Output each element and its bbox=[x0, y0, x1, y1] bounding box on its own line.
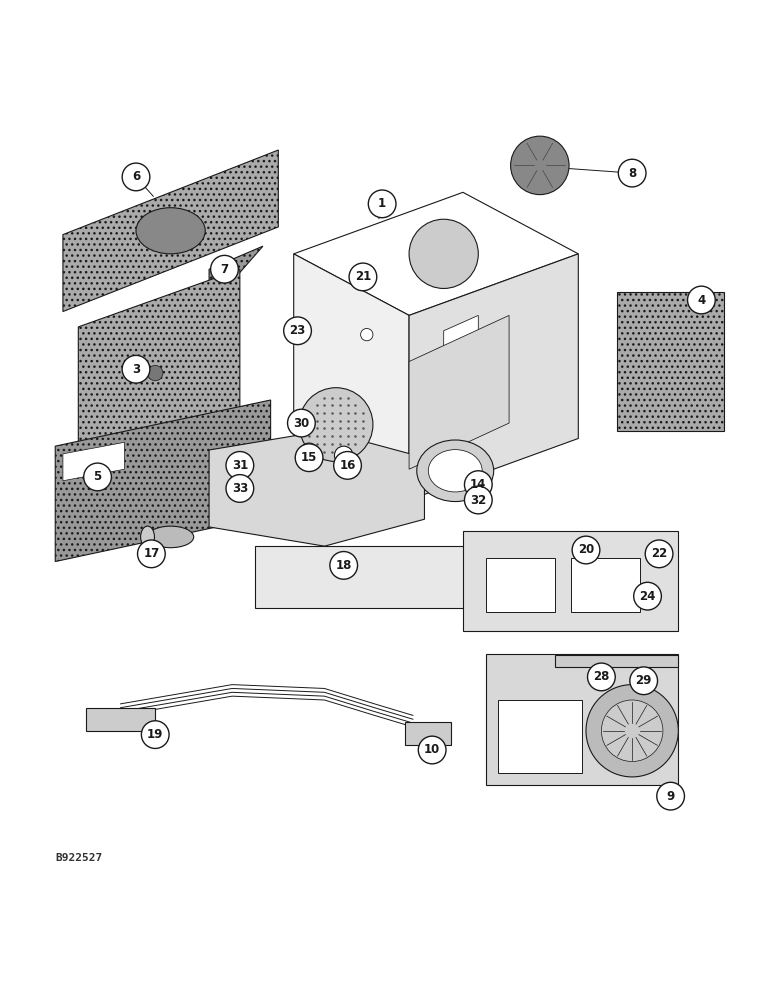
Polygon shape bbox=[209, 431, 425, 546]
Circle shape bbox=[147, 365, 163, 381]
Circle shape bbox=[226, 452, 254, 479]
Bar bbox=[486, 654, 679, 785]
Polygon shape bbox=[293, 192, 578, 315]
Polygon shape bbox=[409, 315, 509, 469]
Text: 7: 7 bbox=[220, 263, 229, 276]
Text: 6: 6 bbox=[132, 170, 141, 183]
Circle shape bbox=[334, 452, 361, 479]
Circle shape bbox=[634, 582, 662, 610]
Text: 33: 33 bbox=[232, 482, 248, 495]
Circle shape bbox=[586, 685, 679, 777]
Text: 20: 20 bbox=[578, 543, 594, 556]
Polygon shape bbox=[444, 315, 479, 385]
Circle shape bbox=[645, 540, 673, 568]
Text: 29: 29 bbox=[635, 674, 652, 687]
Circle shape bbox=[601, 700, 663, 762]
Text: 23: 23 bbox=[290, 324, 306, 337]
Text: 3: 3 bbox=[132, 363, 140, 376]
Text: 22: 22 bbox=[651, 547, 667, 560]
Polygon shape bbox=[409, 254, 578, 500]
Polygon shape bbox=[63, 442, 124, 481]
Circle shape bbox=[226, 475, 254, 502]
Text: 8: 8 bbox=[628, 167, 636, 180]
Circle shape bbox=[618, 159, 646, 187]
Circle shape bbox=[349, 263, 377, 291]
Circle shape bbox=[300, 443, 318, 462]
Circle shape bbox=[287, 409, 315, 437]
Circle shape bbox=[283, 317, 311, 345]
Circle shape bbox=[83, 463, 111, 491]
Text: 31: 31 bbox=[232, 459, 248, 472]
Bar bbox=[86, 708, 155, 731]
Ellipse shape bbox=[136, 208, 205, 254]
Text: 24: 24 bbox=[639, 590, 655, 603]
Text: 14: 14 bbox=[470, 478, 486, 491]
Text: 17: 17 bbox=[144, 547, 160, 560]
Circle shape bbox=[418, 736, 446, 764]
Circle shape bbox=[630, 667, 658, 695]
Polygon shape bbox=[463, 531, 679, 631]
Circle shape bbox=[299, 388, 373, 462]
Bar bbox=[486, 558, 555, 612]
Polygon shape bbox=[209, 246, 263, 308]
Polygon shape bbox=[256, 546, 555, 608]
Circle shape bbox=[465, 486, 493, 514]
Text: B922527: B922527 bbox=[56, 853, 103, 863]
Polygon shape bbox=[63, 150, 279, 312]
Circle shape bbox=[572, 536, 600, 564]
Text: 1: 1 bbox=[378, 197, 386, 210]
Text: 18: 18 bbox=[336, 559, 352, 572]
Text: 19: 19 bbox=[147, 728, 164, 741]
Circle shape bbox=[122, 355, 150, 383]
Bar bbox=[405, 722, 452, 745]
Text: 9: 9 bbox=[666, 790, 675, 803]
Polygon shape bbox=[293, 254, 409, 500]
Circle shape bbox=[295, 444, 323, 472]
Circle shape bbox=[330, 552, 357, 579]
Text: 30: 30 bbox=[293, 417, 310, 430]
Ellipse shape bbox=[428, 450, 482, 492]
Circle shape bbox=[657, 782, 685, 810]
Circle shape bbox=[587, 663, 615, 691]
Circle shape bbox=[361, 328, 373, 341]
Circle shape bbox=[409, 219, 479, 288]
Circle shape bbox=[211, 255, 239, 283]
Text: 15: 15 bbox=[301, 451, 317, 464]
Polygon shape bbox=[56, 400, 271, 562]
Circle shape bbox=[368, 190, 396, 218]
Ellipse shape bbox=[417, 440, 493, 502]
Circle shape bbox=[510, 136, 569, 195]
Text: 4: 4 bbox=[697, 294, 706, 307]
Text: 16: 16 bbox=[340, 459, 356, 472]
Text: 28: 28 bbox=[593, 670, 610, 683]
Polygon shape bbox=[78, 269, 240, 481]
Polygon shape bbox=[555, 655, 679, 667]
Circle shape bbox=[465, 471, 493, 498]
Text: 21: 21 bbox=[355, 270, 371, 283]
Ellipse shape bbox=[147, 526, 194, 548]
Circle shape bbox=[334, 446, 353, 465]
Text: 10: 10 bbox=[424, 743, 440, 756]
Circle shape bbox=[122, 163, 150, 191]
Text: 32: 32 bbox=[470, 494, 486, 507]
Ellipse shape bbox=[141, 526, 154, 548]
Bar bbox=[571, 558, 640, 612]
Polygon shape bbox=[617, 292, 724, 431]
Circle shape bbox=[137, 540, 165, 568]
Bar bbox=[497, 700, 582, 773]
Circle shape bbox=[141, 721, 169, 748]
Circle shape bbox=[688, 286, 715, 314]
Text: 5: 5 bbox=[93, 470, 102, 483]
